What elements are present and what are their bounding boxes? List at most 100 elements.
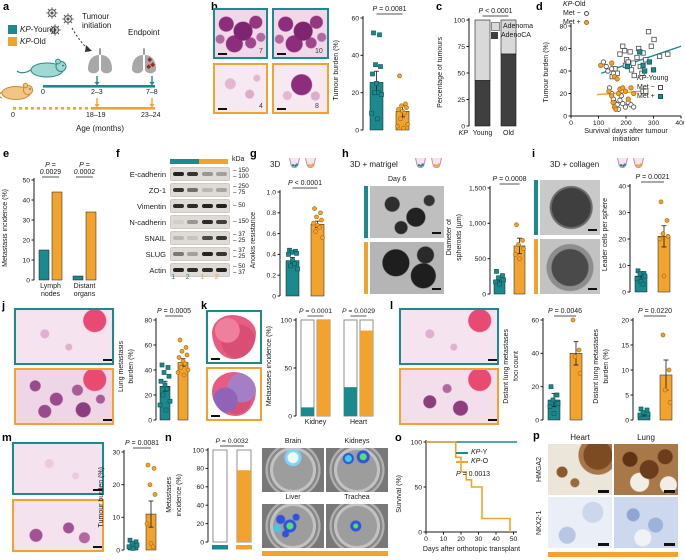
chart-i-ylabel: Leader cells per sphere	[602, 198, 609, 272]
blot-band	[172, 219, 184, 225]
svg-text:1,500: 1,500	[469, 185, 486, 192]
svg-text:0: 0	[26, 277, 30, 284]
blot-band	[187, 187, 199, 193]
blot-row-zo-1: ZO-1 25075	[106, 183, 256, 197]
young-tick-mid: 2–3	[91, 89, 103, 96]
blot-label: N-cadherin	[129, 217, 166, 227]
svg-text:100: 100	[411, 439, 423, 446]
met-plus-square-marker	[657, 94, 663, 99]
young-lane-bar	[170, 159, 199, 164]
svg-text:300: 300	[648, 120, 660, 127]
svg-text:P = 0.0032: P = 0.0032	[215, 438, 248, 445]
blot-label: ZO-1	[148, 185, 166, 195]
svg-text:5: 5	[625, 392, 629, 399]
svg-text:40: 40	[559, 68, 567, 75]
legend-kp-young: KP-Young	[8, 25, 56, 34]
chart-m-svg: 0 10 20 30 P = 0.0081	[112, 440, 159, 554]
blot-label: SLUG	[145, 249, 166, 259]
well-icon-young	[288, 156, 301, 174]
distant-lung-image-old	[399, 368, 499, 425]
tumour-grade-legend: Adenoma AdenoCA	[491, 22, 533, 40]
kda-value: 250	[233, 183, 256, 191]
panel-letter-n: n	[165, 432, 172, 444]
met-plus-label: Met +	[563, 19, 581, 26]
well-icon-old-i	[632, 156, 645, 174]
blot-row-snail: SNAIL 3725	[106, 231, 256, 245]
lane-numbers: 1 2 1 2	[166, 274, 224, 281]
svg-text:0: 0	[424, 536, 428, 543]
svg-text:40: 40	[351, 53, 359, 60]
lung-metastasis-burden-chart: Lung metastasis burden (%) 0 20 40 60 80 P = 0.…	[118, 306, 194, 426]
panel-letter-d: d	[536, 1, 543, 13]
svg-text:0.0002: 0.0002	[74, 169, 96, 176]
svg-text:50: 50	[510, 536, 518, 543]
svg-text:P = 0.0001: P = 0.0001	[299, 308, 332, 315]
blot-row-n-cadherin: N-cadherin 150	[106, 215, 256, 229]
blot-band	[187, 219, 199, 225]
assay-3d-label: 3D	[270, 160, 281, 169]
anoikis-resistance-chart: Anoikis resistance 0 0.2 0.4 0.6 0.8 1.0 P < 0.…	[250, 178, 338, 302]
svg-text:10: 10	[621, 367, 629, 374]
met-minus-circle-marker	[583, 11, 589, 16]
panel-letter-j: j	[2, 300, 6, 312]
distant-lung-image-young	[399, 308, 499, 365]
svg-text:20: 20	[112, 482, 120, 489]
assay-matrigel-label: 3D + matrigel	[350, 160, 398, 169]
study-design-graphic	[0, 7, 156, 110]
svg-text:0.2: 0.2	[267, 273, 277, 280]
chart-k-svg: 0 50 100 P = 0.0001 Kidney P = 0.0029 Heart	[281, 308, 376, 426]
blot-row-vimentin: Vimentin 50	[106, 199, 256, 213]
organ-label-kidneys: Kidneys	[344, 438, 370, 445]
panel-e: e Metastasis incidence (%) 0 10 20 30 40 50 P =…	[0, 140, 100, 305]
svg-text:10: 10	[112, 515, 120, 522]
row-label-nkx21: NKX2-1	[536, 510, 543, 535]
svg-text:80: 80	[144, 317, 152, 324]
kp-y-label: KP-Y	[471, 449, 488, 456]
svg-text:20: 20	[144, 392, 152, 399]
panel-h: h 3D + matrigel Day 6 Diameter of spheroi…	[340, 140, 530, 305]
kda-value: 37	[233, 247, 256, 255]
old-tick-mid: 18–19	[86, 112, 106, 119]
tumour-count-2: 10	[315, 48, 323, 55]
blot-row-slug: SLUG 3725	[106, 247, 256, 261]
infection-arrow	[71, 27, 89, 50]
svg-text:P = 0.0029: P = 0.0029	[342, 308, 375, 315]
lung-mets-image-young	[14, 308, 114, 365]
svg-text:15: 15	[621, 342, 629, 349]
kp-old-swatch	[8, 37, 17, 46]
svg-text:75: 75	[457, 44, 465, 51]
panel-letter-b: b	[211, 1, 218, 13]
svg-text:initiation: initiation	[613, 134, 639, 142]
tumour-grade-chart: Percentage of tumours 0 25 50 75 100 Young Old K…	[437, 6, 533, 138]
chart-g-ylabel: Anoikis resistance	[250, 211, 257, 269]
western-blot-rows: E-cadherin150100ZO-125075Vimentin50N-cad…	[106, 167, 256, 279]
old-group-strip-p	[548, 552, 678, 557]
svg-text:20: 20	[351, 90, 359, 97]
chart-l1-ylabel: Distant lung metastases foci count	[503, 328, 520, 404]
svg-text:P = 0.0021: P = 0.0021	[635, 174, 669, 181]
blot-band	[187, 171, 199, 177]
metastasis-incidence-chart: Metastasis incidence (%) 0 10 20 30 40 50 P = 0.…	[2, 158, 99, 298]
svg-text:Survival days after tumour: Survival days after tumour	[584, 126, 668, 135]
histology-old-lung-2	[272, 63, 329, 114]
burden-vs-survival-chart: Tumour burden (%) 0 20 40 60 80 0 100 200 300 400 S…	[543, 2, 684, 142]
svg-text:20: 20	[559, 91, 567, 98]
svg-text:40: 40	[144, 367, 152, 374]
blot-image	[170, 231, 230, 245]
blot-band	[172, 251, 184, 257]
svg-text:400: 400	[675, 120, 684, 127]
kp-young-legend-title: KP-Young	[637, 75, 669, 82]
genotype-color-bar	[170, 159, 228, 164]
adenoma-label: Adenoma	[503, 23, 533, 30]
well-icon-young-h	[414, 156, 427, 174]
well-icon-old	[304, 156, 317, 174]
svg-text:60: 60	[351, 15, 359, 22]
kp-o-label: KP-O	[471, 458, 489, 465]
panel-letter-m: m	[2, 432, 12, 444]
svg-text:0: 0	[482, 291, 486, 298]
survival-p-rest: = 0.0013	[460, 471, 491, 478]
organ-label-brain: Brain	[284, 438, 302, 445]
panel-j: j Lung metastasis burden (%) 0 20 40 60 80 P = …	[0, 300, 196, 430]
met-plus-label-y: Met +	[637, 93, 655, 100]
